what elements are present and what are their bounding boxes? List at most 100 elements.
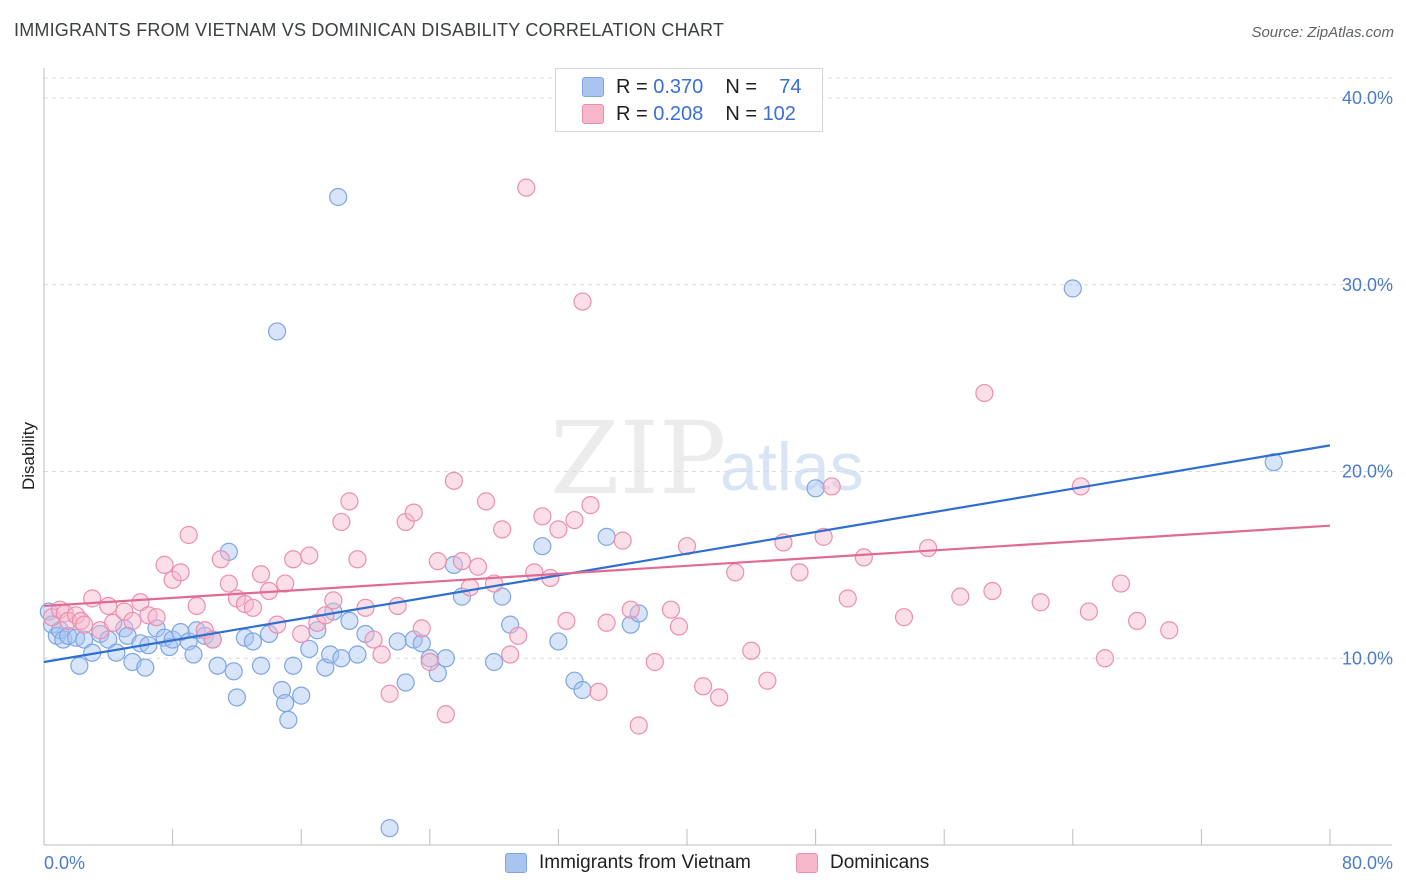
dominicans-point [251, 565, 271, 584]
bottom-legend-swatch-vietnam [505, 853, 527, 873]
vietnam-point [75, 630, 94, 649]
dominicans-point [1127, 611, 1147, 631]
dominicans-point [412, 619, 431, 638]
dominicans-point [284, 550, 303, 569]
dominicans-point [243, 598, 263, 617]
vietnam-point [224, 662, 243, 681]
vietnam-point [1063, 279, 1082, 298]
vietnam-point [184, 645, 203, 664]
dominicans-point [99, 596, 118, 616]
watermark-zip: ZIP [550, 400, 727, 517]
dominicans-point [814, 527, 833, 546]
dominicans-point [1031, 593, 1050, 612]
legend-swatch-vietnam [582, 77, 604, 97]
vietnam-point [340, 611, 359, 631]
dominicans-point [557, 611, 576, 631]
dominicans-point [388, 596, 407, 616]
dominicans-point [629, 716, 648, 735]
dominicans-point [420, 652, 439, 672]
dominicans-point [348, 550, 367, 569]
vietnam-point [300, 639, 319, 659]
dominicans-point [131, 593, 150, 612]
dominicans-point [509, 626, 528, 645]
vietnam-point [493, 587, 512, 606]
bottom-legend-vietnam[interactable]: Immigrants from Vietnam [505, 852, 751, 874]
dominicans-point [1095, 649, 1115, 668]
dominicans-point [171, 563, 190, 582]
dominicans-point [123, 611, 142, 631]
vietnam-point [276, 693, 295, 713]
vietnam-point [332, 649, 351, 668]
dominicans-point [147, 608, 166, 627]
vietnam-point [412, 634, 431, 653]
vietnam-point [549, 632, 568, 651]
legend-n-label: N = [725, 75, 757, 98]
dominicans-point [1111, 574, 1131, 593]
dominicans-point [693, 677, 713, 696]
vietnam-point [227, 688, 246, 707]
vietnam-point [284, 656, 303, 675]
chart-title: IMMIGRANTS FROM VIETNAM VS DOMINICAN DIS… [14, 20, 725, 40]
vietnam-point [136, 658, 155, 677]
vietnam-point [251, 656, 271, 675]
vietnam-trend-line [43, 444, 1331, 664]
dominicans-point [476, 492, 496, 511]
dominicans-point [276, 574, 295, 593]
chart-source: Source: ZipAtlas.com [1251, 24, 1394, 41]
vietnam-point [348, 645, 367, 664]
legend-r-label: R = [616, 75, 648, 98]
dominicans-point [919, 538, 938, 558]
dominicans-trend-line [43, 524, 1331, 608]
bottom-legend-swatch-dominicans [796, 853, 818, 873]
dominicans-point [710, 688, 729, 707]
vietnam-point [329, 187, 348, 207]
dominicans-point [854, 548, 873, 567]
dominicans-point [613, 531, 632, 550]
vietnam-point [573, 680, 592, 700]
dominicans-point [340, 492, 359, 511]
dominicans-point [219, 574, 238, 593]
vietnam-point [267, 322, 287, 341]
dominicans-point [187, 596, 206, 616]
dominicans-point [549, 520, 568, 539]
legend-n-value: 74 [779, 75, 802, 98]
legend-r-value: 0.370 [653, 75, 704, 98]
dominicans-point [1160, 621, 1179, 640]
dominicans-point [372, 645, 391, 664]
dominicans-point [758, 671, 777, 690]
vietnam-point [396, 673, 415, 692]
x-tick-label-max: 80.0% [1342, 853, 1393, 873]
stats-legend-row-vietnam: R = 0.370 N = 74 [582, 75, 801, 99]
dominicans-point [155, 555, 174, 574]
vietnam-point [436, 649, 455, 668]
stats-legend: R = 0.370 N = 74 R = 0.208 N = 102 [555, 68, 823, 132]
vietnam-point [485, 652, 504, 672]
vietnam-point [243, 632, 263, 651]
dominicans-point [452, 552, 472, 571]
dominicans-point [179, 525, 198, 545]
dominicans-point [444, 471, 464, 490]
legend-r-value: 0.208 [653, 102, 704, 125]
dominicans-point [332, 512, 351, 532]
dominicans-point [501, 645, 520, 664]
dominicans-point [404, 503, 423, 522]
bottom-legend-dominicans[interactable]: Dominicans [796, 852, 929, 874]
x-tick-label-min: 0.0% [44, 853, 85, 873]
dominicans-point [645, 652, 664, 672]
dominicans-point [822, 477, 841, 496]
vietnam-point [208, 656, 227, 675]
dominicans-point [581, 496, 600, 515]
vietnam-point [380, 819, 399, 838]
dominicans-point [975, 383, 994, 403]
dominicans-point [300, 546, 319, 565]
dominicans-point [838, 589, 857, 608]
y-tick-label: 20.0% [1342, 462, 1393, 482]
dominicans-point [621, 600, 640, 619]
vietnam-point [292, 686, 311, 705]
dominicans-point [726, 563, 745, 582]
vietnam-point [279, 710, 298, 729]
vietnam-point [1264, 453, 1283, 472]
dominicans-point [211, 550, 230, 569]
y-axis-label: Disability [19, 421, 38, 490]
